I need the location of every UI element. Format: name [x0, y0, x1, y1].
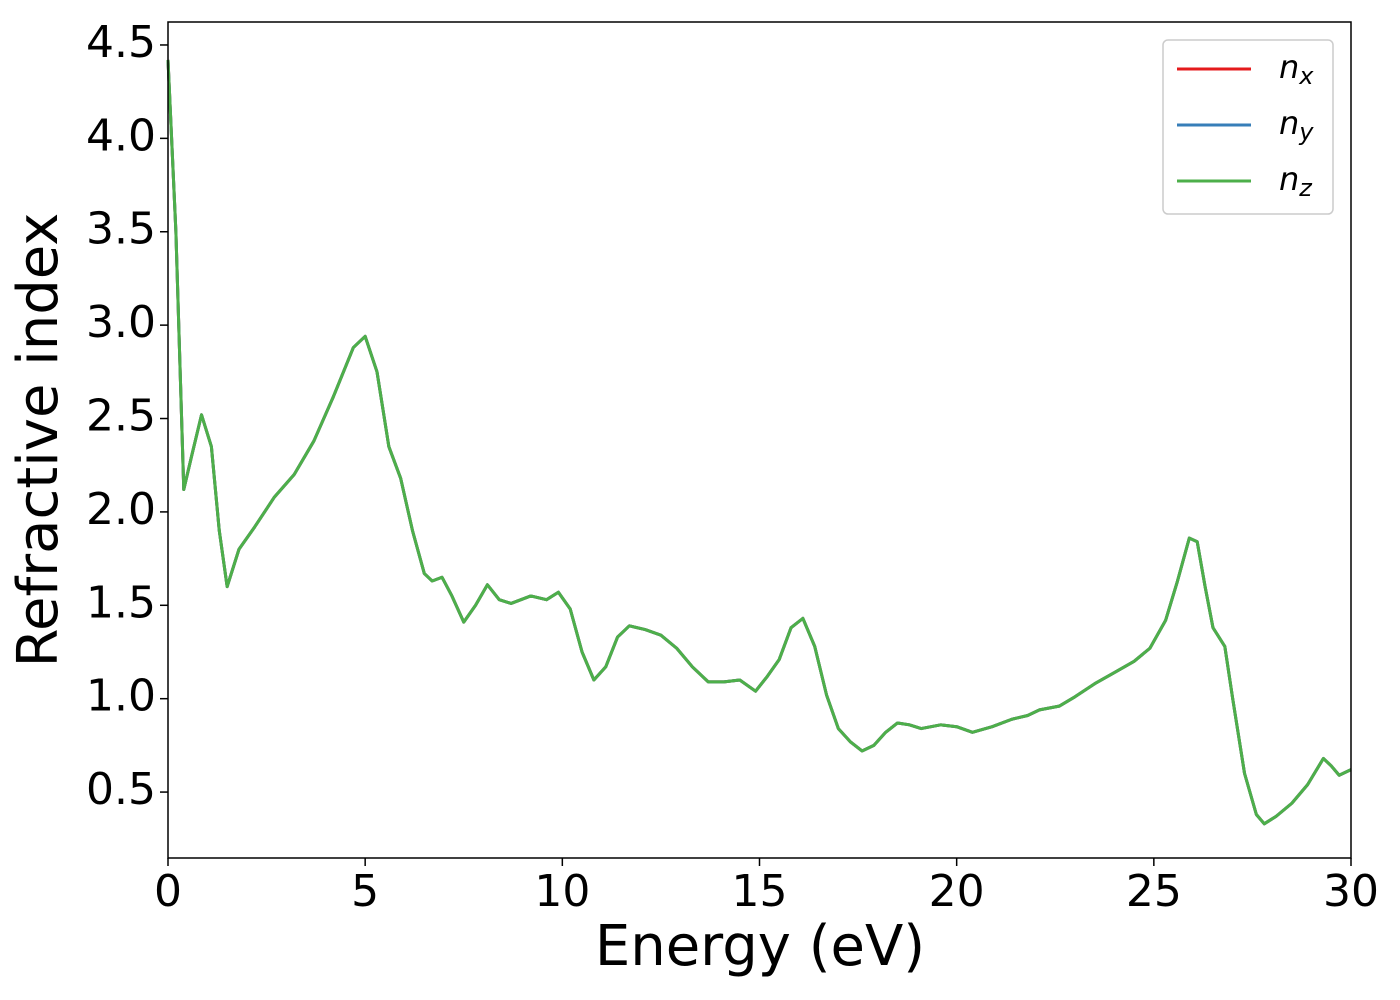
x-tick-label: 15	[732, 866, 788, 917]
legend: nx ny nz	[1162, 39, 1334, 215]
y-axis-label: Refractive index	[6, 213, 71, 668]
legend-label: ny	[1279, 104, 1314, 146]
x-tick-label: 10	[534, 866, 590, 917]
y-tick-label: 0.5	[86, 764, 156, 815]
x-tick-label: 20	[929, 866, 985, 917]
y-tick-label: 4.0	[86, 110, 156, 161]
x-tick-label: 25	[1126, 866, 1182, 917]
y-tick-label: 3.0	[86, 297, 156, 348]
y-tick-label: 2.0	[86, 484, 156, 535]
x-axis-label: Energy (eV)	[595, 914, 925, 979]
legend-box	[1162, 39, 1334, 215]
y-tick-label: 1.0	[86, 671, 156, 722]
legend-label: nx	[1279, 48, 1314, 90]
x-tick-label: 30	[1323, 866, 1379, 917]
y-tick-label: 4.5	[86, 17, 156, 68]
y-tick-label: 2.5	[86, 391, 156, 442]
plot-frame	[167, 21, 1352, 859]
y-tick-label: 1.5	[86, 577, 156, 628]
x-tick-label: 5	[351, 866, 379, 917]
x-tick-label: 0	[154, 866, 182, 917]
y-tick-label: 3.5	[86, 204, 156, 255]
legend-label: nz	[1279, 160, 1313, 202]
data-line	[166, 59, 1352, 826]
